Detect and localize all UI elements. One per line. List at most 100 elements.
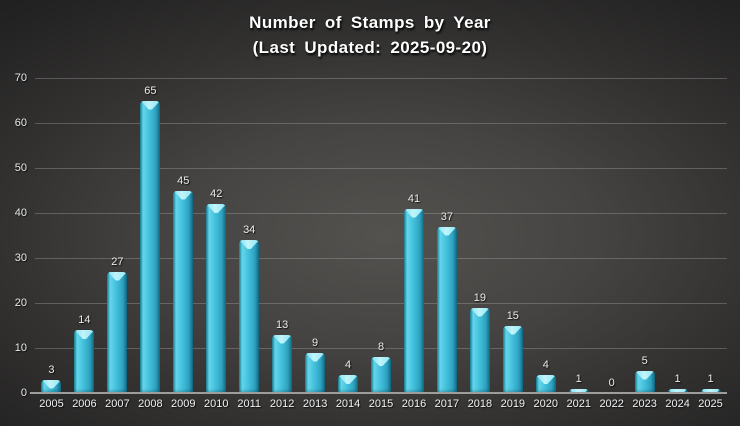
x-tick-label-2025: 2025 bbox=[698, 398, 723, 410]
bar-2023 bbox=[634, 370, 655, 393]
bar-group-2012: 13 bbox=[266, 78, 299, 393]
gridline-y-40 bbox=[35, 213, 727, 214]
bar-cap-highlight bbox=[338, 375, 359, 384]
x-tick-label-2007: 2007 bbox=[105, 398, 130, 410]
bar-2008 bbox=[140, 100, 161, 393]
gridline-y-50 bbox=[35, 168, 727, 169]
bar-value-label-2018: 19 bbox=[473, 291, 486, 304]
bar-group-2005: 3 bbox=[35, 78, 68, 393]
bar-value-label-2015: 8 bbox=[377, 341, 385, 353]
bar-cap-highlight bbox=[568, 388, 589, 393]
bar-2007 bbox=[107, 271, 128, 393]
bar-group-2009: 45 bbox=[167, 78, 200, 393]
bar-group-2025: 1 bbox=[694, 78, 727, 393]
x-tick-label-2021: 2021 bbox=[566, 398, 591, 410]
y-tick-label-70: 70 bbox=[14, 72, 27, 84]
y-tick-label-50: 50 bbox=[14, 162, 27, 174]
bar-group-2014: 4 bbox=[332, 78, 365, 393]
bar-group-2023: 5 bbox=[628, 78, 661, 393]
gridline-y-60 bbox=[35, 123, 727, 124]
bar-2013 bbox=[305, 352, 326, 393]
bar-group-2013: 9 bbox=[299, 78, 332, 393]
bar-2024 bbox=[667, 388, 688, 393]
x-tick-label-2018: 2018 bbox=[467, 398, 493, 410]
bar-value-label-2009: 45 bbox=[177, 174, 190, 187]
x-axis-line bbox=[30, 392, 727, 394]
bar-2016 bbox=[403, 208, 424, 393]
y-tick-label-40: 40 bbox=[14, 207, 27, 219]
bar-cap-highlight bbox=[41, 379, 62, 389]
bar-value-label-2007: 27 bbox=[111, 255, 124, 268]
bar-cap-highlight bbox=[74, 330, 95, 339]
x-tick-label-2019: 2019 bbox=[500, 398, 526, 410]
bar-2020 bbox=[535, 375, 556, 393]
bar-cap-highlight bbox=[107, 271, 128, 281]
bar-cap-highlight bbox=[140, 100, 161, 110]
bar-2018 bbox=[469, 307, 490, 393]
bar-2009 bbox=[173, 190, 194, 393]
chart-title-line2: (Last Updated: 2025-09-20) bbox=[252, 38, 488, 57]
bar-value-label-2012: 13 bbox=[276, 318, 289, 331]
bar-cap-highlight bbox=[403, 208, 424, 218]
bar-value-label-2025: 1 bbox=[707, 372, 714, 385]
bar-group-2022: 0 bbox=[595, 78, 628, 393]
y-tick-label-10: 10 bbox=[14, 342, 27, 354]
bar-group-2018: 19 bbox=[463, 78, 496, 393]
x-tick-label-2023: 2023 bbox=[632, 398, 657, 410]
bar-cap-highlight bbox=[239, 240, 260, 249]
x-tick-label-2012: 2012 bbox=[269, 398, 295, 410]
x-tick-label-2020: 2020 bbox=[533, 398, 559, 410]
x-tick-label-2014: 2014 bbox=[335, 398, 361, 410]
bar-value-label-2019: 15 bbox=[506, 309, 519, 322]
bar-group-2015: 8 bbox=[365, 78, 398, 393]
bar-value-label-2006: 14 bbox=[78, 314, 91, 326]
y-tick-label-0: 0 bbox=[20, 387, 27, 399]
bar-group-2006: 14 bbox=[68, 78, 101, 393]
bar-group-2021: 1 bbox=[562, 78, 595, 393]
bar-value-label-2020: 4 bbox=[542, 359, 549, 371]
bar-cap-highlight bbox=[667, 388, 688, 393]
gridline-y-10 bbox=[35, 348, 727, 349]
bar-value-label-2021: 1 bbox=[575, 372, 582, 385]
bar-value-label-2023: 5 bbox=[641, 354, 648, 367]
y-tick-label-20: 20 bbox=[14, 297, 27, 309]
bar-2005 bbox=[41, 379, 62, 393]
bar-cap-highlight bbox=[469, 307, 490, 317]
bar-group-2017: 37 bbox=[430, 78, 463, 393]
x-tick-label-2013: 2013 bbox=[302, 398, 328, 410]
bar-cap-highlight bbox=[371, 357, 391, 366]
bar-2021 bbox=[568, 388, 589, 393]
bar-group-2010: 42 bbox=[200, 78, 233, 393]
bar-value-label-2016: 41 bbox=[407, 192, 421, 205]
x-tick-label-2015: 2015 bbox=[368, 398, 394, 410]
bar-2017 bbox=[436, 226, 457, 393]
bar-value-label-2022: 0 bbox=[608, 377, 615, 389]
bar-value-label-2013: 9 bbox=[312, 336, 319, 349]
bar-group-2008: 65 bbox=[134, 78, 167, 393]
x-tick-label-2008: 2008 bbox=[138, 398, 163, 410]
bars-row: 3 14 27 65 45 42 34 13 9 4 8 41 37 19 15 4 1 0 5 1 1 bbox=[35, 78, 727, 393]
bar-2025 bbox=[700, 388, 721, 393]
x-tick-label-2006: 2006 bbox=[72, 398, 97, 410]
chart-title: Number of Stamps by Year (Last Updated: … bbox=[0, 10, 740, 60]
y-tick-label-60: 60 bbox=[14, 117, 27, 129]
bar-cap-highlight bbox=[502, 325, 523, 335]
x-tick-label-2022: 2022 bbox=[599, 398, 624, 410]
bar-value-label-2014: 4 bbox=[344, 359, 352, 371]
x-tick-label-2017: 2017 bbox=[434, 398, 460, 410]
bar-group-2024: 1 bbox=[661, 78, 694, 393]
gridline-y-30 bbox=[35, 258, 727, 259]
bar-2006 bbox=[74, 330, 95, 393]
gridline-y-70 bbox=[35, 78, 727, 79]
gridline-y-20 bbox=[35, 303, 727, 304]
x-tick-label-2010: 2010 bbox=[204, 398, 229, 410]
bar-cap-highlight bbox=[305, 352, 326, 362]
x-axis-labels: 2005 2006 2007 2008 2009 2010 2011 2012 2013 2014… bbox=[35, 398, 727, 410]
x-tick-label-2016: 2016 bbox=[401, 398, 427, 410]
bar-2012 bbox=[272, 334, 293, 393]
x-tick-label-2024: 2024 bbox=[665, 398, 690, 410]
bar-value-label-2008: 65 bbox=[144, 84, 157, 97]
bar-group-2020: 4 bbox=[529, 78, 562, 393]
bar-value-label-2017: 37 bbox=[440, 210, 454, 223]
